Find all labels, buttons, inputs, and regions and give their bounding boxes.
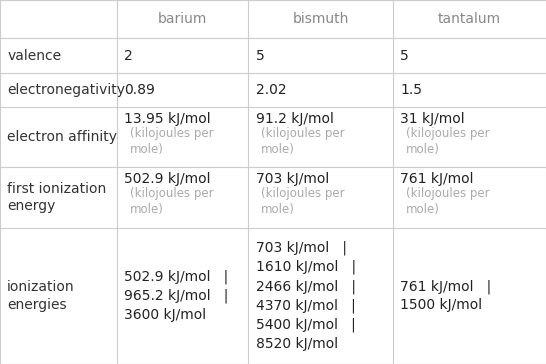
Text: bismuth: bismuth xyxy=(293,12,349,26)
Text: 2: 2 xyxy=(124,48,133,63)
Text: 703 kJ/mol   |
1610 kJ/mol   |
2466 kJ/mol   |
4370 kJ/mol   |
5400 kJ/mol   |
8: 703 kJ/mol | 1610 kJ/mol | 2466 kJ/mol |… xyxy=(256,240,355,351)
Text: (kilojoules per
mole): (kilojoules per mole) xyxy=(130,127,213,156)
Text: tantalum: tantalum xyxy=(438,12,501,26)
Text: 0.89: 0.89 xyxy=(124,83,156,97)
Text: valence: valence xyxy=(7,48,61,63)
Text: 502.9 kJ/mol: 502.9 kJ/mol xyxy=(124,172,211,186)
Text: 31 kJ/mol: 31 kJ/mol xyxy=(400,112,465,126)
Text: 13.95 kJ/mol: 13.95 kJ/mol xyxy=(124,112,211,126)
Text: electronegativity: electronegativity xyxy=(7,83,125,97)
Text: 502.9 kJ/mol   |
965.2 kJ/mol   |
3600 kJ/mol: 502.9 kJ/mol | 965.2 kJ/mol | 3600 kJ/mo… xyxy=(124,269,229,322)
Text: 2.02: 2.02 xyxy=(256,83,286,97)
Text: (kilojoules per
mole): (kilojoules per mole) xyxy=(261,127,345,156)
Text: (kilojoules per
mole): (kilojoules per mole) xyxy=(130,187,213,216)
Text: 91.2 kJ/mol: 91.2 kJ/mol xyxy=(256,112,334,126)
Text: (kilojoules per
mole): (kilojoules per mole) xyxy=(261,187,345,216)
Text: (kilojoules per
mole): (kilojoules per mole) xyxy=(406,127,489,156)
Text: barium: barium xyxy=(158,12,207,26)
Text: (kilojoules per
mole): (kilojoules per mole) xyxy=(406,187,489,216)
Text: 5: 5 xyxy=(256,48,264,63)
Text: ionization
energies: ionization energies xyxy=(7,280,75,312)
Text: first ionization
energy: first ionization energy xyxy=(7,182,106,213)
Text: 761 kJ/mol: 761 kJ/mol xyxy=(400,172,474,186)
Text: electron affinity: electron affinity xyxy=(7,130,117,145)
Text: 5: 5 xyxy=(400,48,409,63)
Text: 703 kJ/mol: 703 kJ/mol xyxy=(256,172,329,186)
Text: 761 kJ/mol   |
1500 kJ/mol: 761 kJ/mol | 1500 kJ/mol xyxy=(400,279,491,312)
Text: 1.5: 1.5 xyxy=(400,83,422,97)
